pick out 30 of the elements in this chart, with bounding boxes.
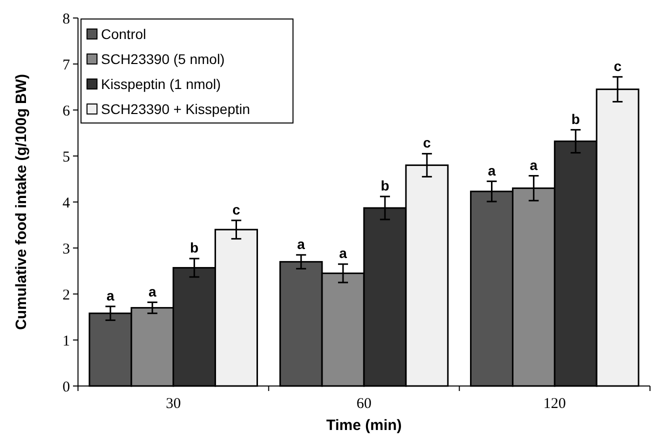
y-tick-label: 7 bbox=[62, 57, 70, 74]
annotation: b bbox=[190, 240, 199, 256]
y-tick-label: 6 bbox=[62, 103, 70, 120]
annotation: a bbox=[339, 245, 348, 262]
legend-label: Control bbox=[101, 26, 146, 42]
y-axis-title: Cumulative food intake (g/100g BW) bbox=[13, 74, 30, 330]
annotation: a bbox=[297, 236, 306, 252]
y-tick-label: 0 bbox=[62, 379, 70, 396]
y-tick-label: 8 bbox=[62, 11, 70, 28]
legend-label: SCH23390 + Kisspeptin bbox=[101, 100, 250, 117]
annotation: b bbox=[380, 177, 390, 194]
legend-label: SCH23390 (5 nmol) bbox=[101, 50, 225, 67]
x-tick-label: 120 bbox=[543, 396, 566, 412]
annotation: a bbox=[148, 283, 156, 300]
annotation: c bbox=[423, 134, 432, 151]
annotation: a bbox=[488, 162, 496, 178]
annotation: c bbox=[614, 58, 622, 74]
x-tick-label: 30 bbox=[166, 396, 181, 412]
annotation: a bbox=[530, 156, 538, 173]
annotation: a bbox=[106, 287, 115, 304]
annotation: c bbox=[232, 201, 240, 218]
x-tick-label: 60 bbox=[356, 396, 372, 412]
y-tick-label: 1 bbox=[62, 333, 70, 350]
legend-label: Kisspeptin (1 nmol) bbox=[101, 76, 221, 92]
y-tick-label: 3 bbox=[62, 241, 70, 258]
annotation: b bbox=[571, 110, 580, 127]
y-tick-label: 4 bbox=[62, 195, 70, 212]
y-tick-label: 5 bbox=[62, 149, 70, 166]
y-tick-label: 2 bbox=[62, 287, 70, 304]
x-axis-title: Time (min) bbox=[326, 417, 402, 434]
